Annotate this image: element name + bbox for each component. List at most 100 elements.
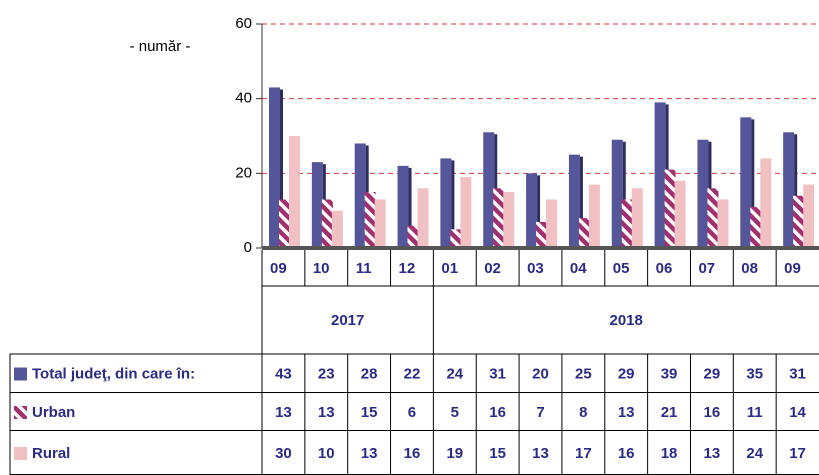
group-label: 2018 (610, 312, 643, 329)
x-tick-label: 01 (441, 260, 458, 277)
axis-label: - număr - (130, 38, 191, 55)
y-tick-label: 40 (235, 90, 252, 107)
x-tick-label: 09 (784, 260, 801, 277)
bar (417, 188, 429, 248)
bar-side (622, 141, 626, 248)
bar-side (579, 156, 583, 248)
bar (321, 199, 333, 248)
table-cell: 16 (489, 404, 506, 421)
bar (450, 229, 462, 248)
bar (568, 154, 580, 248)
x-tick-label: 03 (527, 260, 544, 277)
table-cell: 35 (746, 365, 763, 382)
table-cell: 17 (789, 445, 806, 462)
bar (611, 139, 623, 248)
table-cell: 5 (451, 404, 459, 421)
legend-swatch (14, 367, 27, 381)
table-cell: 39 (661, 365, 678, 382)
bar (783, 132, 795, 248)
x-tick-label: 07 (698, 260, 715, 277)
bar (578, 218, 590, 248)
bar (697, 139, 709, 248)
bar (374, 199, 386, 248)
legend-label: Total judeţ, din care în: (32, 365, 195, 382)
bar-side (751, 119, 755, 248)
y-tick-label: 0 (244, 239, 252, 256)
bar (621, 199, 633, 248)
legend-swatch (14, 406, 27, 419)
x-tick-label: 12 (399, 260, 416, 277)
table-cell: 16 (404, 445, 421, 462)
bar (364, 192, 376, 248)
bar (674, 180, 686, 248)
bar (750, 206, 762, 248)
x-tick-label: 02 (484, 260, 501, 277)
bar (631, 188, 643, 248)
bar (354, 143, 366, 248)
table-cell: 13 (275, 404, 292, 421)
table-cell: 17 (575, 445, 592, 462)
bar (740, 117, 752, 248)
group-label: 2017 (331, 312, 364, 329)
bar (493, 188, 505, 248)
table-cell: 31 (789, 365, 806, 382)
bar (536, 221, 548, 248)
bar (526, 173, 538, 248)
table-cell: 13 (532, 445, 549, 462)
table-cell: 8 (579, 404, 587, 421)
table-cell: 10 (318, 445, 335, 462)
bar (760, 158, 772, 248)
table-cell: 43 (275, 365, 292, 382)
x-tick-label: 04 (570, 260, 587, 277)
bar-side (794, 134, 798, 248)
bar (460, 177, 472, 248)
bar-side (537, 175, 541, 248)
table-cell: 24 (446, 365, 463, 382)
table-cell: 19 (446, 445, 463, 462)
bar (331, 210, 343, 248)
table-cell: 16 (618, 445, 635, 462)
bar (269, 87, 280, 248)
table-cell: 11 (747, 404, 763, 421)
table-cell: 25 (575, 365, 592, 382)
bar (397, 165, 409, 248)
bar (503, 192, 515, 248)
table-cell: 21 (661, 404, 678, 421)
bar-side (408, 167, 412, 248)
y-tick-label: 60 (235, 15, 252, 32)
table-cell: 16 (704, 404, 721, 421)
x-tick-label: 10 (313, 260, 330, 277)
table-cell: 18 (661, 445, 678, 462)
table-cell: 13 (704, 445, 721, 462)
table-cell: 30 (275, 445, 292, 462)
table-cell: 28 (361, 365, 378, 382)
table-cell: 24 (746, 445, 763, 462)
table-cell: 6 (408, 404, 416, 421)
table-cell: 29 (618, 365, 635, 382)
bar (803, 184, 815, 248)
x-tick-label: 09 (270, 260, 287, 277)
table-cell: 14 (789, 404, 806, 421)
table-cell: 22 (404, 365, 421, 382)
bar (279, 199, 290, 248)
bar (654, 102, 666, 249)
legend-label: Urban (32, 404, 75, 421)
x-tick-label: 06 (656, 260, 673, 277)
table-cell: 13 (618, 404, 635, 421)
bar (707, 188, 719, 248)
floor (262, 246, 819, 250)
bar (407, 225, 419, 248)
bar (289, 136, 300, 248)
bar (440, 158, 452, 248)
table-cell: 29 (704, 365, 721, 382)
legend-swatch (14, 447, 27, 460)
bar (546, 199, 558, 248)
bar (588, 184, 600, 248)
bar (311, 162, 323, 248)
table-cell: 7 (536, 404, 544, 421)
x-tick-label: 05 (613, 260, 630, 277)
table-cell: 15 (361, 404, 378, 421)
x-tick-label: 11 (356, 260, 372, 277)
table-cell: 15 (489, 445, 506, 462)
